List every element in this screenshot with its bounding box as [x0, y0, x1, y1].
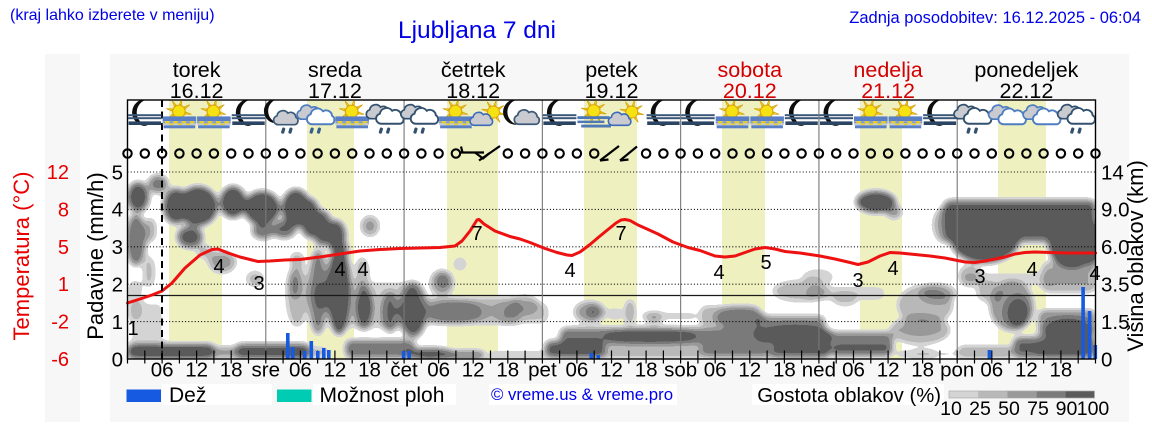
- svg-text:petek: petek: [585, 58, 638, 82]
- svg-text:sre: sre: [252, 359, 280, 382]
- svg-text:1: 1: [127, 318, 138, 340]
- svg-text:06: 06: [565, 359, 588, 382]
- svg-text:sobota: sobota: [718, 58, 783, 82]
- svg-text:2: 2: [112, 274, 123, 297]
- svg-text:20.12: 20.12: [723, 79, 777, 103]
- svg-text:-2: -2: [51, 312, 69, 334]
- svg-text:1: 1: [58, 274, 69, 296]
- svg-text:75: 75: [1027, 398, 1049, 420]
- svg-text:06: 06: [704, 359, 727, 382]
- svg-text:ponedeljek: ponedeljek: [974, 58, 1078, 82]
- svg-text:4: 4: [713, 262, 724, 284]
- svg-text:-6: -6: [51, 349, 69, 371]
- svg-text:0: 0: [112, 348, 123, 371]
- svg-text:4: 4: [213, 256, 224, 278]
- svg-text:12: 12: [600, 359, 623, 382]
- svg-text:4: 4: [334, 259, 345, 281]
- svg-text:1: 1: [112, 311, 123, 334]
- svg-text:4: 4: [357, 259, 368, 281]
- svg-text:12: 12: [47, 162, 69, 184]
- svg-text:3: 3: [253, 273, 264, 295]
- svg-text:Višina oblakov (km): Višina oblakov (km): [1123, 160, 1148, 352]
- svg-text:10: 10: [940, 398, 962, 420]
- svg-text:(kraj lahko izberete v meniju): (kraj lahko izberete v meniju): [10, 7, 215, 24]
- svg-text:7: 7: [615, 223, 626, 245]
- svg-text:12: 12: [1015, 359, 1038, 382]
- svg-text:06: 06: [980, 359, 1003, 382]
- svg-text:Dež: Dež: [169, 384, 206, 407]
- svg-text:18: 18: [358, 359, 381, 382]
- svg-text:Padavine (mm/h): Padavine (mm/h): [83, 172, 108, 340]
- svg-text:06: 06: [842, 359, 865, 382]
- svg-text:© vreme.us & vreme.pro: © vreme.us & vreme.pro: [491, 385, 673, 404]
- svg-text:12: 12: [462, 359, 485, 382]
- svg-text:3: 3: [974, 266, 985, 288]
- svg-text:25: 25: [969, 398, 991, 420]
- svg-text:100: 100: [1077, 398, 1110, 420]
- svg-text:14: 14: [1101, 161, 1124, 184]
- svg-text:3: 3: [112, 236, 123, 259]
- svg-text:1.5: 1.5: [1101, 311, 1130, 334]
- svg-text:ned: ned: [802, 359, 836, 382]
- svg-text:06: 06: [151, 359, 174, 382]
- svg-text:torek: torek: [173, 58, 221, 82]
- svg-text:12: 12: [738, 359, 761, 382]
- svg-text:18: 18: [773, 359, 796, 382]
- svg-text:18: 18: [496, 359, 519, 382]
- svg-text:3: 3: [852, 270, 863, 292]
- svg-text:0: 0: [1101, 348, 1112, 371]
- svg-text:8: 8: [58, 199, 69, 221]
- svg-text:90: 90: [1056, 398, 1078, 420]
- svg-text:četrtek: četrtek: [441, 58, 506, 82]
- svg-text:18.12: 18.12: [446, 79, 500, 103]
- svg-text:12: 12: [185, 359, 208, 382]
- svg-text:4: 4: [887, 258, 898, 280]
- svg-text:06: 06: [289, 359, 312, 382]
- svg-text:18: 18: [911, 359, 934, 382]
- svg-text:6.0: 6.0: [1101, 236, 1130, 259]
- svg-text:18: 18: [220, 359, 243, 382]
- svg-text:sreda: sreda: [308, 58, 362, 82]
- svg-text:čet: čet: [390, 359, 418, 382]
- svg-text:5: 5: [760, 252, 771, 274]
- svg-text:4: 4: [564, 260, 575, 282]
- svg-text:Ljubljana 7 dni: Ljubljana 7 dni: [398, 17, 556, 44]
- svg-text:21.12: 21.12: [861, 79, 915, 103]
- svg-text:19.12: 19.12: [585, 79, 639, 103]
- svg-text:5: 5: [58, 237, 69, 259]
- svg-text:18: 18: [635, 359, 658, 382]
- svg-text:4: 4: [112, 199, 123, 222]
- svg-text:3.5: 3.5: [1101, 274, 1130, 297]
- svg-text:22.12: 22.12: [999, 79, 1053, 103]
- svg-text:50: 50: [998, 398, 1020, 420]
- svg-text:18: 18: [1049, 359, 1072, 382]
- svg-text:Temperatura (°C): Temperatura (°C): [9, 172, 34, 341]
- svg-text:pet: pet: [528, 359, 557, 382]
- svg-text:12: 12: [877, 359, 900, 382]
- svg-text:4: 4: [1026, 259, 1037, 281]
- svg-text:Gostota oblakov (%): Gostota oblakov (%): [757, 385, 941, 407]
- svg-text:5: 5: [112, 161, 123, 184]
- svg-text:9.0: 9.0: [1101, 199, 1130, 222]
- svg-text:06: 06: [427, 359, 450, 382]
- svg-text:nedelja: nedelja: [853, 58, 922, 82]
- svg-text:pon: pon: [940, 359, 974, 382]
- svg-text:sob: sob: [664, 359, 697, 382]
- svg-text:Zadnja posodobitev: 16.12.2025: Zadnja posodobitev: 16.12.2025 - 06:04: [849, 9, 1141, 27]
- svg-text:7: 7: [471, 223, 482, 245]
- svg-text:17.12: 17.12: [308, 79, 362, 103]
- svg-text:12: 12: [323, 359, 346, 382]
- svg-text:16.12: 16.12: [170, 79, 224, 103]
- svg-text:Možnost ploh: Možnost ploh: [320, 384, 445, 407]
